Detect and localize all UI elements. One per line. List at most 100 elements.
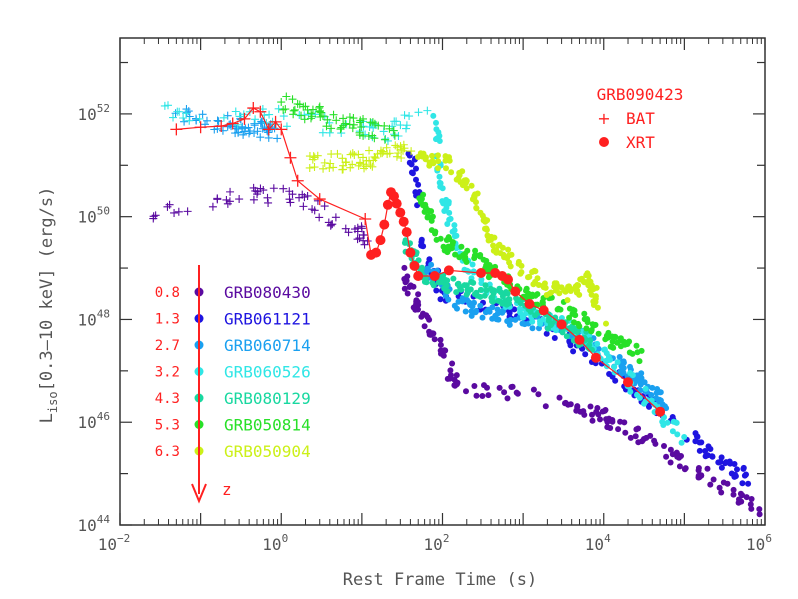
xrt-point <box>504 290 511 297</box>
xrt-point <box>462 254 469 261</box>
bat-point <box>339 114 348 123</box>
bat-point <box>365 146 374 155</box>
xrt-point <box>440 352 447 359</box>
bat-point <box>263 193 272 202</box>
xrt-point <box>430 112 437 119</box>
xrt-point <box>564 297 571 304</box>
grb090423-xrt-point <box>538 305 549 316</box>
bat-point <box>393 143 402 152</box>
bat-point <box>368 118 377 127</box>
xrt-point <box>529 318 536 325</box>
grb090423-bat-point <box>194 121 207 134</box>
xrt-point <box>447 215 454 222</box>
xrt-point <box>607 343 614 350</box>
legend-z-label: 0.8 <box>155 285 180 301</box>
xrt-point <box>626 349 633 356</box>
xrt-point <box>629 372 636 379</box>
xrt-point <box>583 272 590 279</box>
bat-point <box>231 107 240 116</box>
xrt-point <box>481 292 488 299</box>
xrt-point <box>667 459 674 466</box>
bat-point <box>279 184 288 193</box>
xrt-point <box>704 465 711 472</box>
xrt-point <box>437 342 444 348</box>
xrt-point <box>562 400 568 407</box>
xrt-point <box>536 325 542 332</box>
xrt-point <box>445 234 452 241</box>
xrt-point <box>413 165 419 172</box>
bat-point <box>165 200 174 209</box>
xrt-point <box>548 289 555 296</box>
xrt-point <box>621 341 628 348</box>
xrt-point <box>468 182 475 189</box>
y-axis-label-rest: [0.3–10 keV] (erg/s) <box>37 187 57 392</box>
bat-point <box>361 130 370 139</box>
bat-point <box>285 195 294 204</box>
x-tick-label: 10−2 <box>98 532 131 554</box>
bat-point <box>169 113 178 122</box>
bat-point <box>219 113 228 122</box>
bat-point <box>223 199 232 208</box>
xrt-point <box>506 300 513 307</box>
xrt-point <box>469 303 476 310</box>
grb090423-bat-point <box>262 123 275 136</box>
xrt-point <box>461 177 468 184</box>
xrt-point <box>415 181 422 188</box>
legend-z-label: 6.3 <box>155 444 180 460</box>
xrt-point <box>603 320 609 327</box>
legend-z-label: 5.3 <box>155 418 180 434</box>
bat-point <box>316 106 325 115</box>
xrt-point <box>424 214 431 221</box>
xrt-point <box>437 180 444 187</box>
bat-point <box>360 240 369 249</box>
bat-point <box>256 184 265 193</box>
svg-text:Liso[0.3–10 keV] (erg/s): Liso[0.3–10 keV] (erg/s) <box>37 187 60 424</box>
xrt-point <box>444 221 451 227</box>
xrt-point <box>710 476 717 483</box>
xrt-point <box>429 280 436 286</box>
legend-label: GRB080430 <box>224 283 311 302</box>
xrt-point <box>632 433 639 440</box>
xrt-point <box>505 246 512 253</box>
grb090423-xrt-point <box>655 406 666 417</box>
bat-legend-marker: + <box>597 109 610 128</box>
xrt-point <box>446 209 453 216</box>
xrt-point <box>587 403 594 410</box>
xrt-point <box>663 453 670 460</box>
xrt-point <box>582 351 589 358</box>
xrt-point <box>469 196 476 203</box>
grb090423-xrt-point <box>476 268 486 278</box>
xrt-point <box>451 302 458 309</box>
xrt-point <box>709 453 716 460</box>
xrt-point <box>419 153 426 160</box>
xrt-point <box>698 439 705 446</box>
bat-point <box>170 208 179 217</box>
xrt-point <box>406 159 413 166</box>
bat-point <box>365 122 374 131</box>
xrt-point <box>463 259 470 265</box>
xrt-point <box>664 419 671 426</box>
xrt-point <box>482 282 489 289</box>
xrt-point <box>452 251 459 258</box>
xrt-point <box>453 289 460 296</box>
xrt-point <box>543 330 550 337</box>
bat-point <box>323 115 332 124</box>
xrt-point <box>486 234 493 241</box>
xrt-point <box>479 314 486 321</box>
bat-point <box>208 202 217 211</box>
xrt-point <box>401 264 408 271</box>
xrt-point <box>676 463 683 470</box>
xrt-point <box>492 247 499 254</box>
bat-point <box>341 158 350 167</box>
bat-point <box>370 152 379 161</box>
bat-point <box>370 134 379 143</box>
bat-point <box>325 163 334 172</box>
grb090423-xrt-point <box>590 352 601 363</box>
xrt-point <box>695 465 702 471</box>
grb090423-bat-point <box>313 193 326 206</box>
bat-point <box>175 107 184 116</box>
xrt-point <box>756 506 763 513</box>
xrt-point <box>609 417 616 423</box>
bat-point <box>349 120 358 129</box>
xrt-point <box>695 474 702 481</box>
